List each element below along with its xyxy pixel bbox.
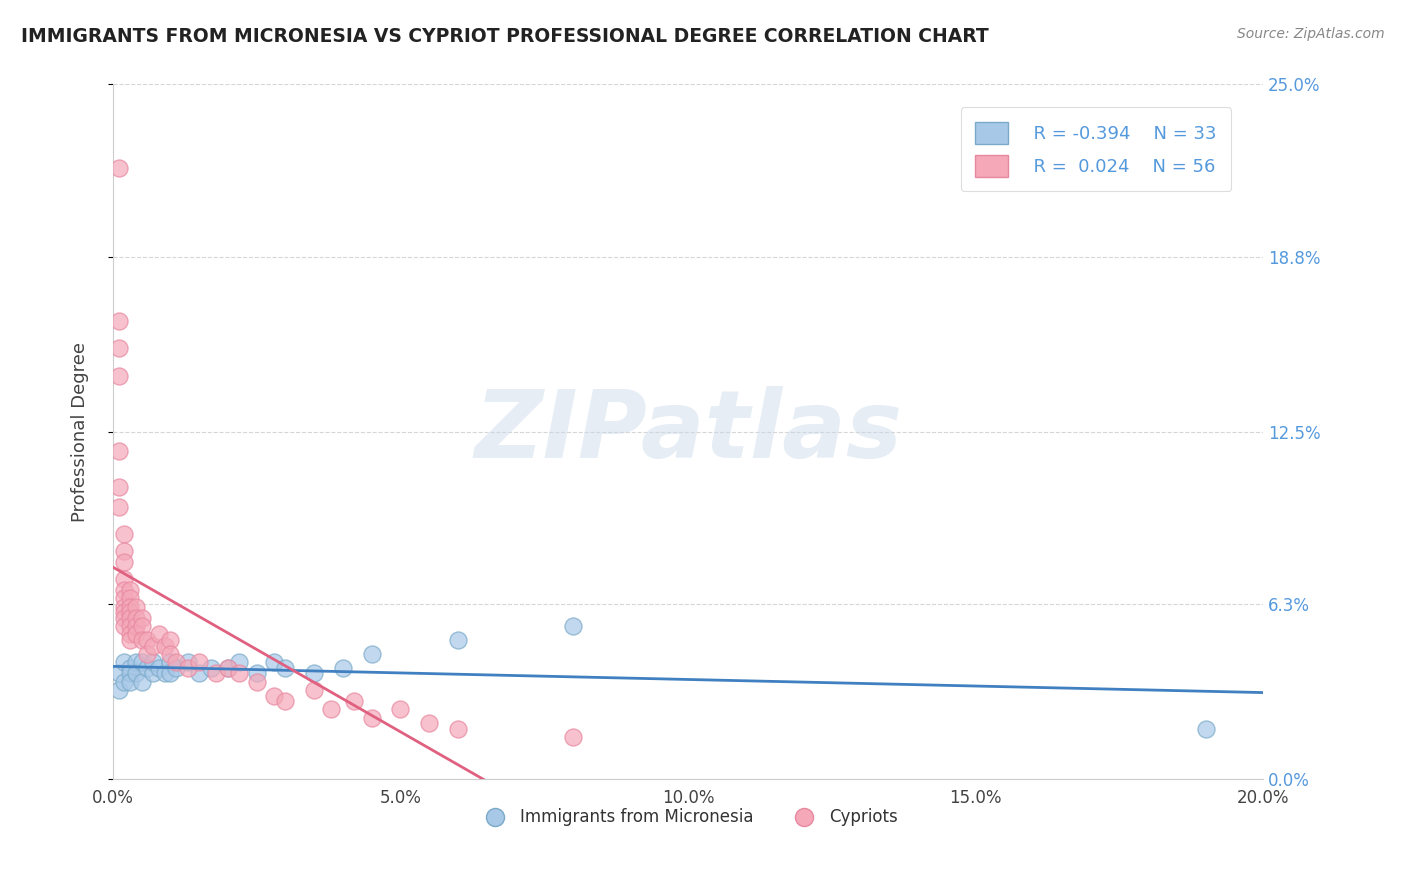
Text: Source: ZipAtlas.com: Source: ZipAtlas.com xyxy=(1237,27,1385,41)
Point xyxy=(562,619,585,633)
Point xyxy=(159,655,181,669)
Point xyxy=(131,619,153,633)
Point xyxy=(112,555,135,569)
Point xyxy=(176,661,198,675)
Point xyxy=(120,666,142,681)
Point xyxy=(125,599,148,614)
Point xyxy=(263,655,285,669)
Point xyxy=(148,627,170,641)
Point xyxy=(107,313,129,327)
Point xyxy=(107,369,129,384)
Point xyxy=(112,591,135,606)
Point xyxy=(153,639,176,653)
Point xyxy=(136,633,159,648)
Point xyxy=(112,582,135,597)
Point xyxy=(159,633,181,648)
Point xyxy=(246,674,269,689)
Point xyxy=(200,661,222,675)
Point xyxy=(332,661,354,675)
Point xyxy=(107,683,129,698)
Point xyxy=(107,500,129,514)
Point xyxy=(112,572,135,586)
Point xyxy=(125,619,148,633)
Point xyxy=(389,702,412,716)
Point xyxy=(131,611,153,625)
Point xyxy=(112,611,135,625)
Point xyxy=(120,661,142,675)
Point xyxy=(447,633,470,648)
Point xyxy=(447,722,470,736)
Point xyxy=(131,655,153,669)
Point xyxy=(107,342,129,356)
Point xyxy=(360,647,382,661)
Point xyxy=(217,661,239,675)
Point xyxy=(112,599,135,614)
Point xyxy=(136,661,159,675)
Point xyxy=(321,702,343,716)
Point xyxy=(120,619,142,633)
Point xyxy=(159,647,181,661)
Point xyxy=(148,661,170,675)
Point xyxy=(107,480,129,494)
Point xyxy=(120,591,142,606)
Point xyxy=(125,611,148,625)
Point xyxy=(112,655,135,669)
Point xyxy=(131,674,153,689)
Point xyxy=(120,627,142,641)
Point xyxy=(343,694,366,708)
Point xyxy=(120,633,142,648)
Text: ZIPatlas: ZIPatlas xyxy=(474,385,903,478)
Point xyxy=(125,655,148,669)
Point xyxy=(120,599,142,614)
Point xyxy=(107,444,129,458)
Point xyxy=(120,674,142,689)
Point xyxy=(205,666,228,681)
Point xyxy=(142,639,165,653)
Point xyxy=(188,655,211,669)
Point xyxy=(112,674,135,689)
Point xyxy=(165,661,187,675)
Point xyxy=(112,544,135,558)
Point xyxy=(107,161,129,175)
Point xyxy=(120,582,142,597)
Point xyxy=(1195,722,1218,736)
Point xyxy=(274,661,297,675)
Text: IMMIGRANTS FROM MICRONESIA VS CYPRIOT PROFESSIONAL DEGREE CORRELATION CHART: IMMIGRANTS FROM MICRONESIA VS CYPRIOT PR… xyxy=(21,27,988,45)
Point xyxy=(228,655,250,669)
Point xyxy=(131,633,153,648)
Point xyxy=(125,627,148,641)
Point xyxy=(120,605,142,619)
Point xyxy=(136,647,159,661)
Point xyxy=(120,611,142,625)
Point xyxy=(302,683,325,698)
Point xyxy=(165,655,187,669)
Point xyxy=(302,666,325,681)
Point xyxy=(159,666,181,681)
Point xyxy=(142,655,165,669)
Point xyxy=(263,689,285,703)
Point xyxy=(142,666,165,681)
Point xyxy=(107,666,129,681)
Point xyxy=(112,605,135,619)
Point xyxy=(274,694,297,708)
Y-axis label: Professional Degree: Professional Degree xyxy=(72,342,89,522)
Point xyxy=(153,666,176,681)
Point xyxy=(562,731,585,745)
Point xyxy=(217,661,239,675)
Point xyxy=(228,666,250,681)
Point xyxy=(418,716,440,731)
Point xyxy=(112,527,135,541)
Point xyxy=(360,711,382,725)
Point xyxy=(112,619,135,633)
Point xyxy=(246,666,269,681)
Point xyxy=(125,666,148,681)
Point xyxy=(176,655,198,669)
Legend: Immigrants from Micronesia, Cypriots: Immigrants from Micronesia, Cypriots xyxy=(472,802,904,833)
Point xyxy=(188,666,211,681)
